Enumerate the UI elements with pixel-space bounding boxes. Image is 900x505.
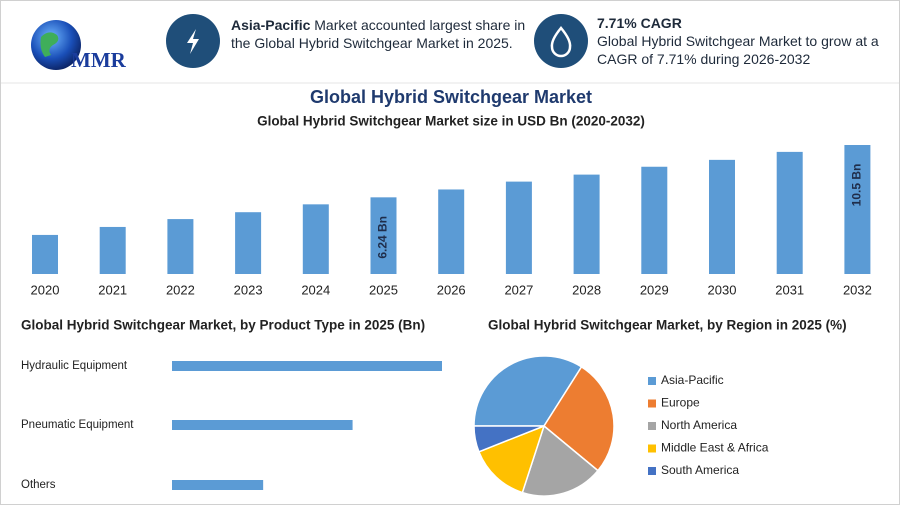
value-label: 10.5 Bn (850, 164, 864, 207)
legend-label: Middle East & Africa (661, 441, 769, 455)
x-tick-label: 2024 (301, 282, 330, 297)
x-tick-label: 2020 (31, 282, 60, 297)
logo-land (40, 32, 59, 57)
logo-globe (31, 20, 81, 70)
bar (32, 234, 58, 274)
icon-circle (534, 14, 588, 68)
x-tick-label: 2031 (775, 282, 804, 297)
main-title: Global Hybrid Switchgear Market (310, 87, 592, 107)
legend-swatch (648, 467, 656, 475)
x-tick-label: 2028 (572, 282, 601, 297)
pie-slice (543, 365, 615, 472)
legend-label: South America (661, 463, 739, 477)
legend-label: North America (661, 418, 737, 432)
x-tick-label: 2021 (98, 282, 127, 297)
bar (172, 420, 353, 430)
x-tick-label: 2030 (708, 282, 737, 297)
bar (641, 166, 668, 274)
bar-chart-title: Global Hybrid Switchgear Market size in … (257, 114, 645, 129)
category-label: Hydraulic Equipment (21, 360, 128, 372)
pie-slice (473, 425, 545, 453)
x-tick-label: 2023 (234, 282, 263, 297)
bar (505, 181, 532, 274)
bar (172, 361, 442, 371)
x-tick-label: 2029 (640, 282, 669, 297)
legend-swatch (648, 422, 656, 430)
hbar-chart-title: Global Hybrid Switchgear Market, by Prod… (21, 318, 425, 333)
bolt-icon (187, 29, 199, 54)
highlight-box: 7.71% CAGR Global Hybrid Switchgear Marke… (597, 14, 887, 68)
value-label: 6.24 Bn (376, 216, 390, 259)
bar (370, 197, 397, 274)
x-tick-label: 2026 (437, 282, 466, 297)
bar (167, 219, 194, 274)
bar (172, 480, 264, 490)
pie-slice (477, 424, 546, 494)
highlight-box: Asia-Pacific Market accounted largest sh… (231, 16, 531, 52)
legend-swatch (648, 444, 656, 453)
x-tick-label: 2022 (166, 282, 195, 297)
x-tick-label: 2027 (504, 282, 533, 297)
pie-slice (521, 424, 599, 497)
bar (302, 204, 329, 274)
x-tick-label: 2025 (369, 282, 398, 297)
logo-text: MMR (71, 48, 127, 72)
highlight-bold: Asia-Pacific (231, 17, 311, 33)
highlight-text: Global Hybrid Switchgear Market to grow … (597, 33, 879, 67)
highlight-text: Market accounted largest share in the Gl… (231, 17, 526, 51)
legend-label: Europe (661, 396, 700, 410)
bar (709, 159, 735, 274)
legend-label: Asia-Pacific (661, 373, 724, 387)
bar (99, 226, 126, 274)
legend-swatch (648, 377, 656, 385)
category-label: Others (21, 479, 56, 491)
bar (573, 174, 600, 274)
bar (776, 151, 803, 274)
pie-chart-title: Global Hybrid Switchgear Market, by Regi… (488, 318, 847, 333)
highlight-bold: 7.71% CAGR (597, 15, 682, 31)
bar (438, 189, 465, 274)
x-tick-label: 2032 (843, 282, 872, 297)
legend-swatch (648, 399, 656, 408)
category-label: Pneumatic Equipment (21, 419, 134, 431)
bar (235, 212, 262, 274)
drop-icon (550, 26, 572, 58)
bar (844, 145, 871, 274)
